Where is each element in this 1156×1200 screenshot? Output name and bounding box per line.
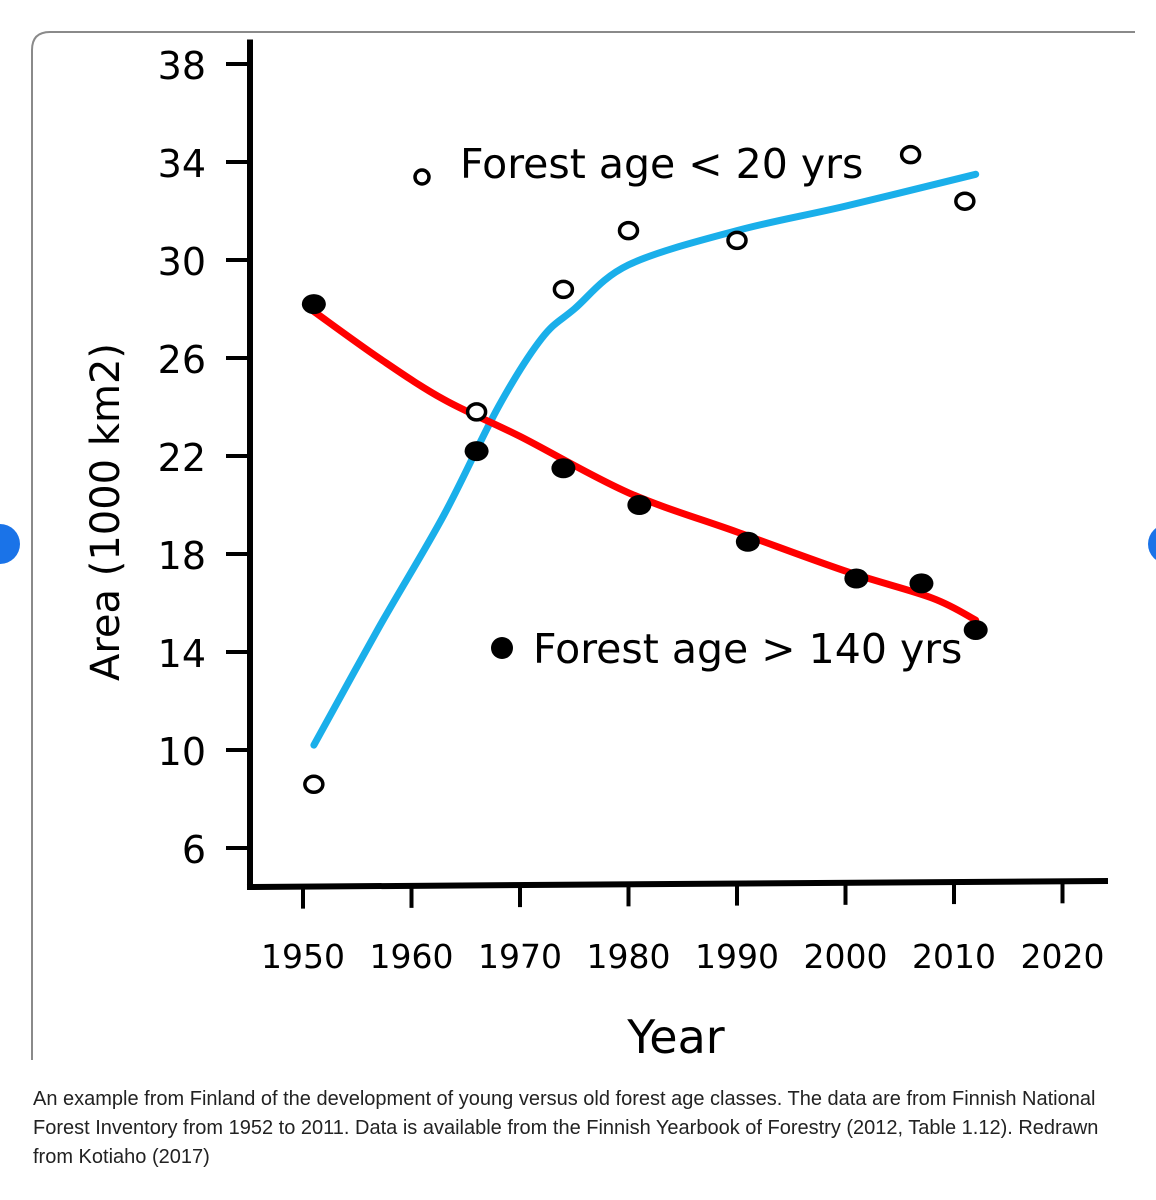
young-forest-point: [552, 279, 575, 300]
x-axis-line: [246, 878, 1109, 890]
y-tick-label: 10: [158, 730, 206, 774]
y-tick-label: 6: [182, 828, 206, 872]
x-axis-title: Year: [626, 1010, 724, 1064]
x-tick-label: 1960: [370, 937, 454, 976]
y-tick-label: 30: [158, 240, 206, 284]
young-forest-point: [617, 220, 640, 241]
next-slide-button[interactable]: [1148, 524, 1156, 564]
y-axis-title: Area (1000 km2): [83, 343, 129, 681]
trend-lines-layer: [310, 170, 980, 749]
old-forest-point: [963, 619, 988, 640]
y-tick-label: 14: [158, 632, 206, 676]
y-tick-label: 18: [158, 534, 206, 578]
x-tick-label: 1950: [261, 937, 345, 976]
young-forest-point: [303, 774, 325, 795]
old-forest-point: [844, 568, 869, 589]
chart-svg: 38 34 30 26 22 18 14 10 6 1950 1960 1970 1980 1990 200…: [31, 31, 1135, 1064]
x-tick-label: 2020: [1021, 937, 1105, 976]
chart-figure: 38 34 30 26 22 18 14 10 6 1950 1960 1970 1980 1990 200…: [31, 31, 1135, 1064]
old-forest-trend-line: [310, 308, 980, 624]
x-tick-label: 2000: [804, 937, 888, 976]
text-layer: 38 34 30 26 22 18 14 10 6 1950 1960 1970 1980 1990 200…: [83, 44, 1104, 1064]
y-tick-label: 38: [158, 44, 206, 88]
y-tick-label: 22: [158, 436, 206, 480]
x-tick-label: 1970: [478, 937, 562, 976]
old-forest-point: [464, 441, 489, 462]
young-forest-point: [465, 402, 488, 422]
figure-caption: An example from Finland of the developme…: [33, 1088, 1099, 1168]
young-forest-point: [899, 144, 922, 165]
young-forest-point: [726, 230, 748, 251]
old-forest-point: [627, 495, 652, 515]
young-forest-trend-line: [310, 170, 980, 749]
y-tick-label: 34: [158, 142, 206, 186]
old-forest-point: [909, 573, 934, 594]
old-forest-point: [301, 294, 326, 315]
y-tick-label: 26: [158, 338, 206, 382]
young-forest-point: [954, 191, 976, 211]
x-tick-label: 2010: [912, 937, 996, 976]
legend-filled-circle-marker: [491, 637, 513, 659]
points-layer: [301, 144, 988, 795]
legend-label-old-forest: Forest age > 140 yrs: [533, 625, 962, 673]
axes-layer: [226, 39, 1109, 909]
legend-open-circle-marker: [413, 168, 431, 186]
old-forest-point: [735, 531, 760, 552]
x-tick-label: 1990: [695, 937, 779, 976]
old-forest-point: [551, 458, 576, 479]
figure-frame: [31, 31, 1135, 1060]
x-tick-label: 1980: [587, 937, 671, 976]
legend-label-young-forest: Forest age < 20 yrs: [460, 140, 863, 188]
previous-slide-button[interactable]: [0, 524, 20, 564]
